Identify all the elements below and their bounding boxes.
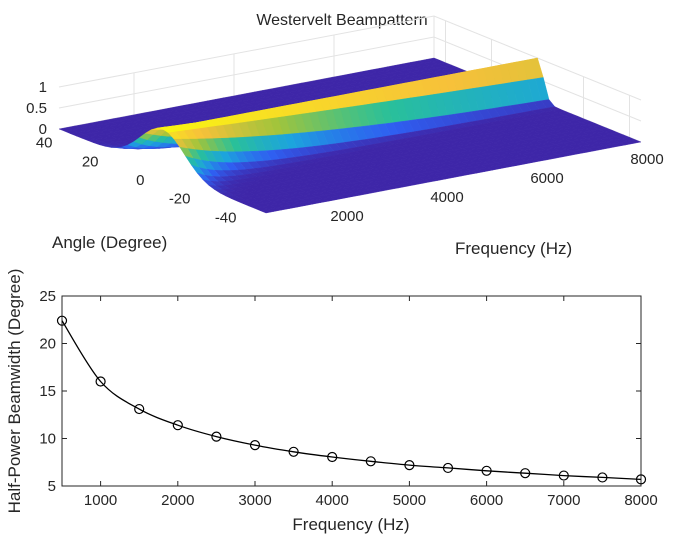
freq-tick-label: 4000 (430, 189, 463, 206)
z-tick-label: 1 (39, 79, 47, 96)
surface-ylabel: Angle (Degree) (52, 233, 167, 252)
data-point (249, 440, 261, 451)
data-point (558, 470, 569, 481)
x-tick-label: 8000 (624, 492, 657, 509)
grid-line (58, 15, 642, 101)
line-ylabel: Half-Power Beamwidth (Degree) (5, 269, 24, 514)
beamwidth-line (61, 320, 642, 481)
data-point (211, 431, 222, 442)
data-point (635, 474, 647, 485)
grid-line (58, 36, 642, 122)
freq-tick-label: 8000 (630, 151, 663, 168)
y-tick-label: 15 (39, 383, 56, 400)
angle-tick-label: 20 (82, 153, 99, 170)
z-tick-label: 0 (39, 121, 47, 138)
x-tick-label: 1000 (84, 492, 117, 509)
angle-tick-label: 0 (136, 172, 144, 189)
line-xlabel: Frequency (Hz) (292, 515, 409, 534)
surface-ticks: 0 0.5 1 40 20 0 -20 -40 2000 4000 6000 8000 (26, 79, 664, 226)
line-plot: 1000 2000 3000 4000 5000 6000 7000 8000 5 10 15 20 2… (5, 269, 658, 534)
beamwidth-markers (56, 315, 647, 485)
data-point (327, 451, 338, 463)
data-point (365, 456, 376, 467)
data-point (56, 315, 68, 326)
data-point (520, 468, 531, 479)
y-tick-label: 5 (48, 478, 56, 495)
data-point (597, 472, 608, 483)
freq-tick-label: 2000 (330, 208, 363, 225)
line-ticks: 1000 2000 3000 4000 5000 6000 7000 8000 5 10 15 20 2… (39, 288, 657, 509)
z-tick-label: 0.5 (26, 100, 47, 117)
y-tick-label: 10 (39, 431, 56, 448)
x-tick-label: 2000 (161, 492, 194, 509)
x-tick-label: 3000 (238, 492, 271, 509)
angle-tick-label: 40 (36, 135, 53, 152)
data-point (172, 420, 183, 431)
y-tick-label: 20 (39, 336, 56, 353)
surface-mesh (58, 57, 642, 214)
surface-title: Westervelt Beampattern (256, 12, 427, 29)
data-point (442, 462, 454, 474)
surface-plot: Westervelt Beampattern 0 0.5 1 40 20 0 -20 -40 2… (26, 12, 664, 258)
angle-tick-label: -20 (169, 191, 191, 208)
surface-xlabel: Frequency (Hz) (455, 239, 572, 258)
x-tick-label: 6000 (470, 492, 503, 509)
y-tick-label: 25 (39, 288, 56, 305)
surface-patch (259, 208, 275, 214)
data-point (288, 446, 299, 457)
data-point (95, 376, 106, 387)
x-tick-label: 5000 (393, 492, 426, 509)
data-point (404, 460, 415, 471)
data-point (481, 465, 492, 476)
x-tick-label: 7000 (547, 492, 580, 509)
angle-tick-label: -40 (215, 209, 237, 226)
x-tick-label: 4000 (316, 492, 349, 509)
data-point (134, 403, 145, 415)
line-plot-frame (61, 295, 642, 487)
freq-tick-label: 6000 (530, 170, 563, 187)
